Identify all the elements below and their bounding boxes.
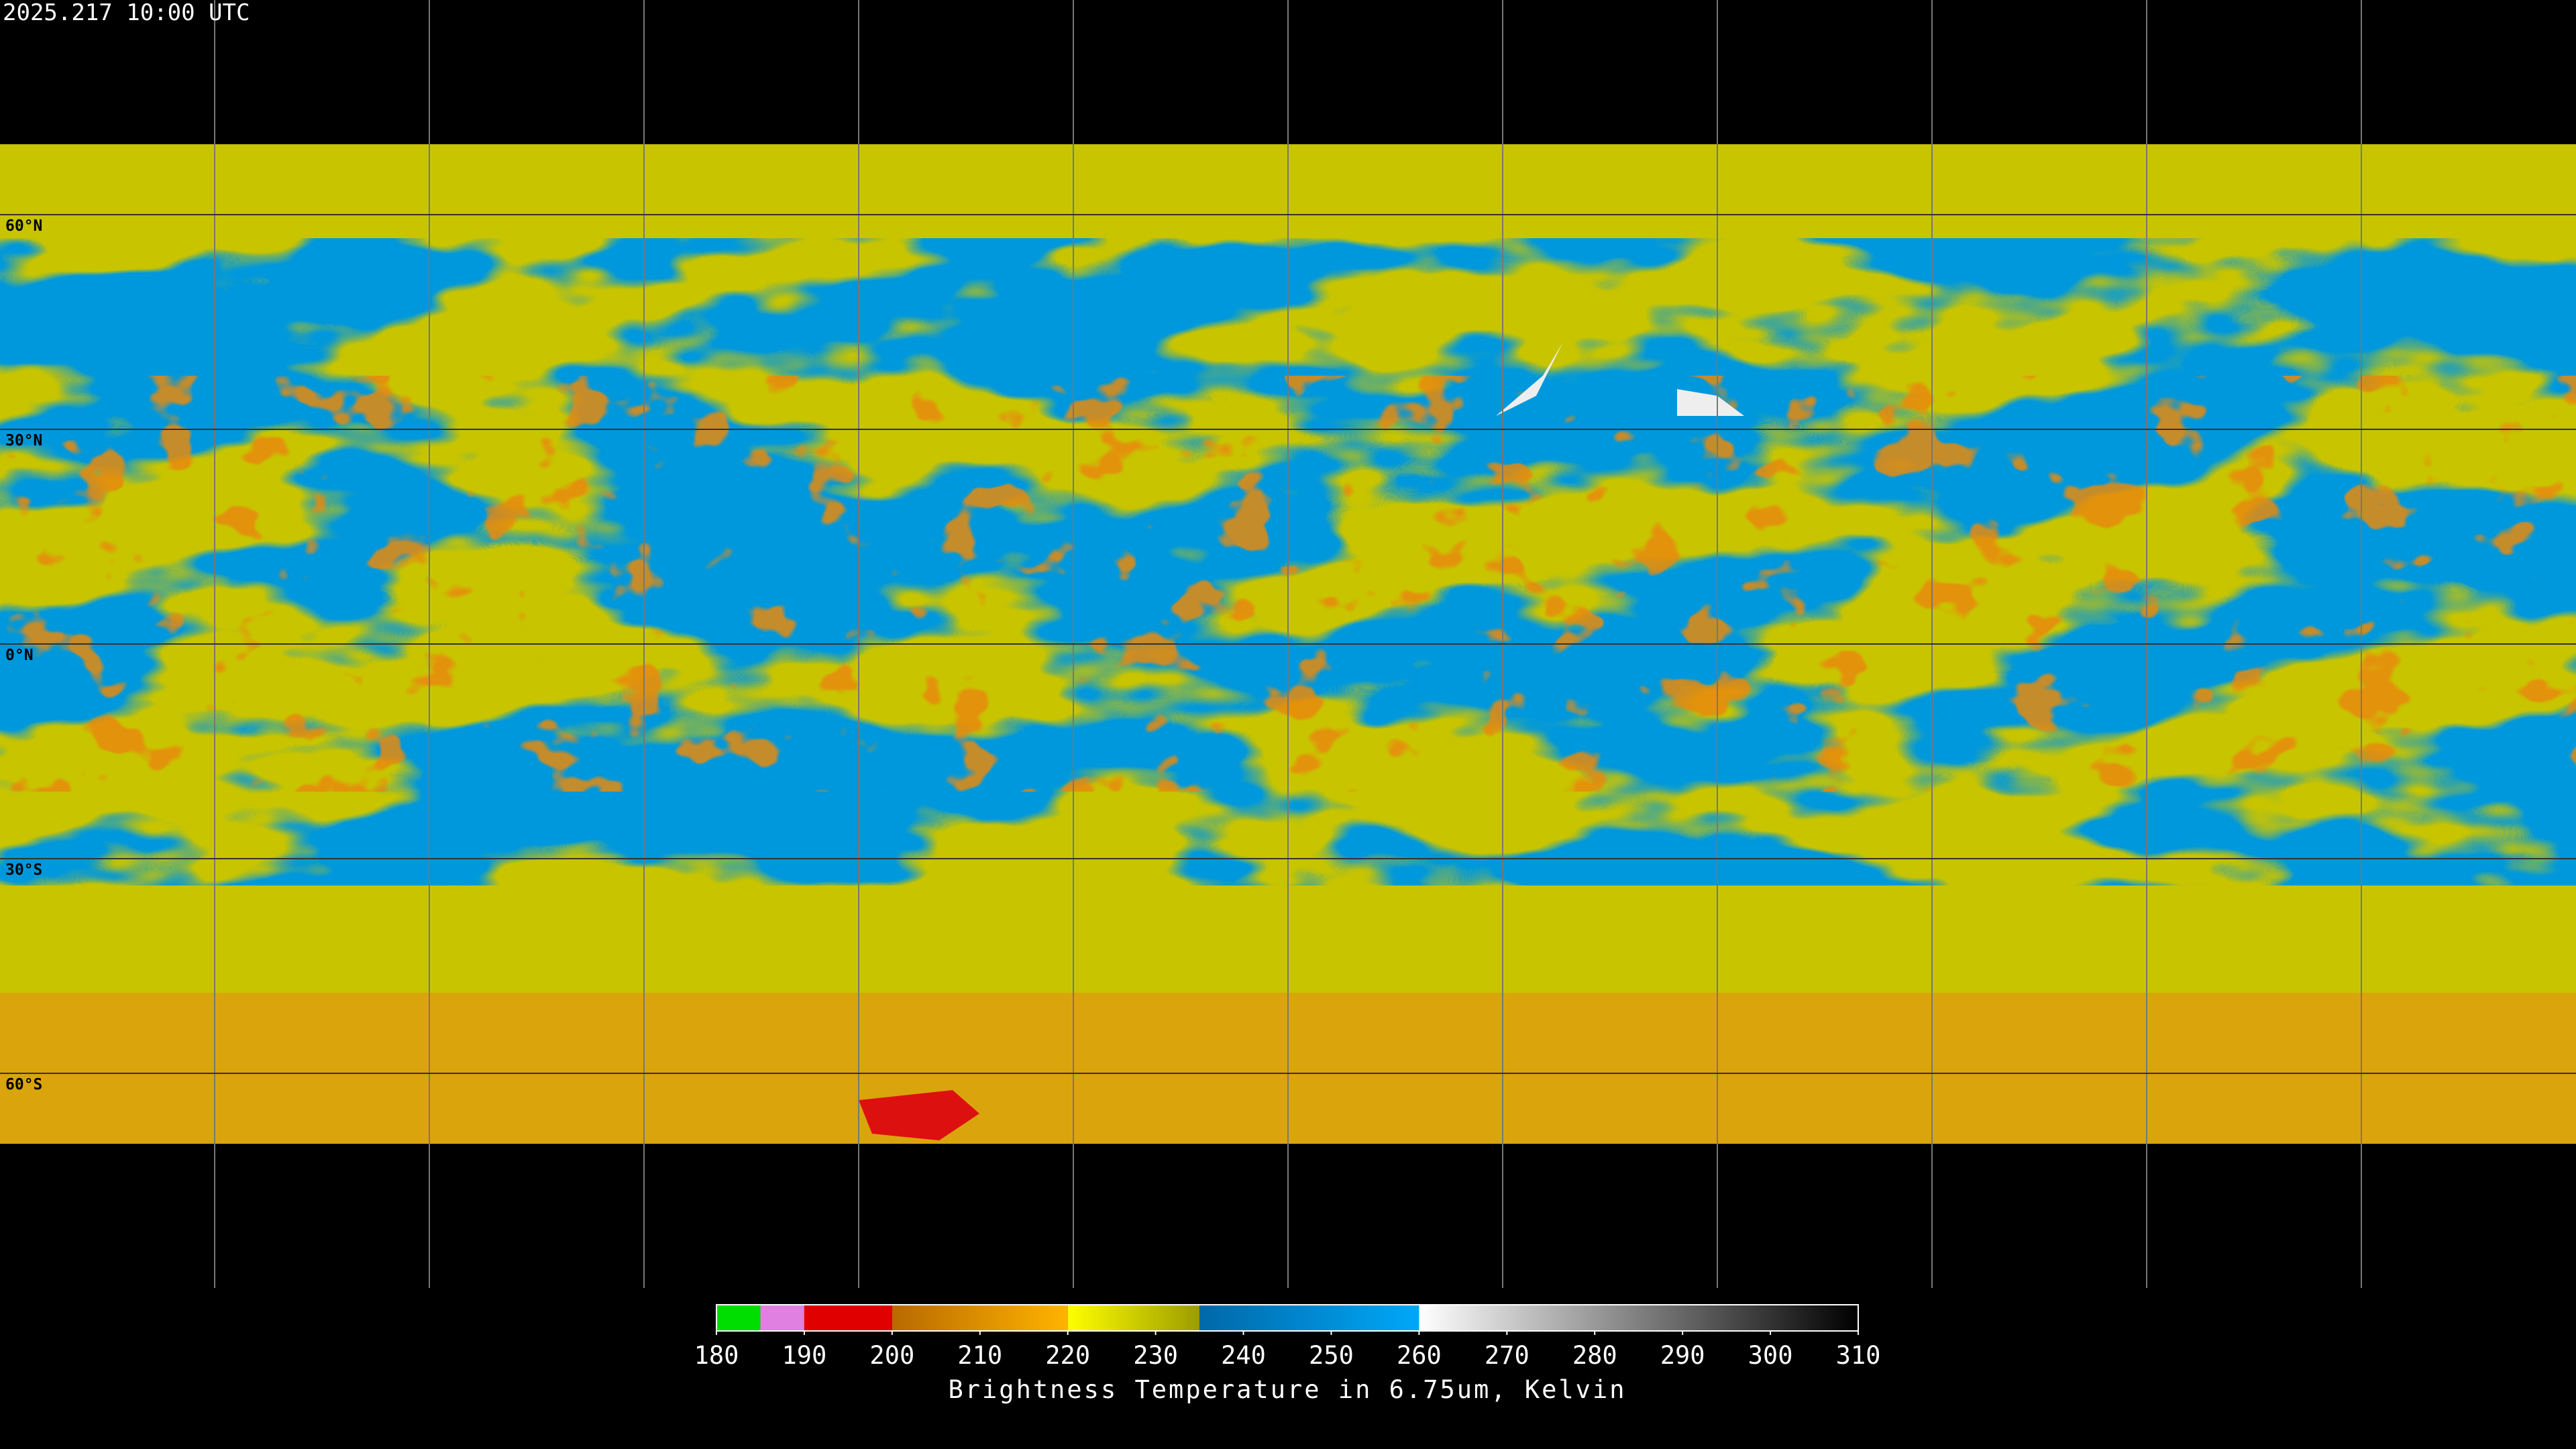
colorbar-tick-label: 280 bbox=[1572, 1341, 1617, 1370]
colorbar-segment bbox=[716, 1305, 761, 1331]
colorbar-tick-label: 310 bbox=[1836, 1341, 1881, 1370]
colorbar-tick-label: 260 bbox=[1397, 1341, 1442, 1370]
cold-spot bbox=[859, 1090, 979, 1140]
colorbar: 180 190 200 210 220 230 240 250 260 270 280 290 300 3… bbox=[694, 1304, 1881, 1370]
colorbar-segment bbox=[1199, 1305, 1419, 1331]
colorbar-tick-label: 180 bbox=[694, 1341, 739, 1370]
colorbar-segment bbox=[760, 1305, 804, 1331]
colorbar-tick-label: 210 bbox=[957, 1341, 1002, 1370]
lat-label: 0°N bbox=[5, 647, 34, 664]
colorbar-segment bbox=[1419, 1305, 1858, 1331]
warm-spot bbox=[1496, 342, 1744, 416]
lat-labels: 60°N 30°N 0°N 30°S 60°S bbox=[5, 217, 42, 1093]
colorbar-tick-label: 230 bbox=[1133, 1341, 1178, 1370]
colorbar-tick-label: 290 bbox=[1660, 1341, 1705, 1370]
colorbar-segment bbox=[1067, 1305, 1200, 1331]
colorbar-tick-label: 200 bbox=[869, 1341, 914, 1370]
colorbar-label: Brightness Temperature in 6.75um, Kelvin bbox=[948, 1375, 1626, 1404]
colorbar-segment bbox=[804, 1305, 892, 1331]
lat-label: 60°S bbox=[5, 1076, 42, 1093]
colorbar-tick-label: 300 bbox=[1748, 1341, 1793, 1370]
colorbar-tick-label: 250 bbox=[1309, 1341, 1354, 1370]
colorbar-tick-label: 240 bbox=[1221, 1341, 1266, 1370]
graticule bbox=[0, 0, 2576, 1288]
timestamp: 2025.217 10:00 UTC bbox=[3, 0, 250, 26]
lat-label: 30°S bbox=[5, 861, 42, 879]
colorbar-tick-label: 220 bbox=[1045, 1341, 1090, 1370]
lat-label: 60°N bbox=[5, 217, 42, 235]
colorbar-tick-label: 270 bbox=[1485, 1341, 1529, 1370]
lat-label: 30°N bbox=[5, 432, 42, 449]
colorbar-tick-label: 190 bbox=[782, 1341, 827, 1370]
colorbar-segment bbox=[892, 1305, 1068, 1331]
colorbar-frame bbox=[716, 1304, 1859, 1332]
